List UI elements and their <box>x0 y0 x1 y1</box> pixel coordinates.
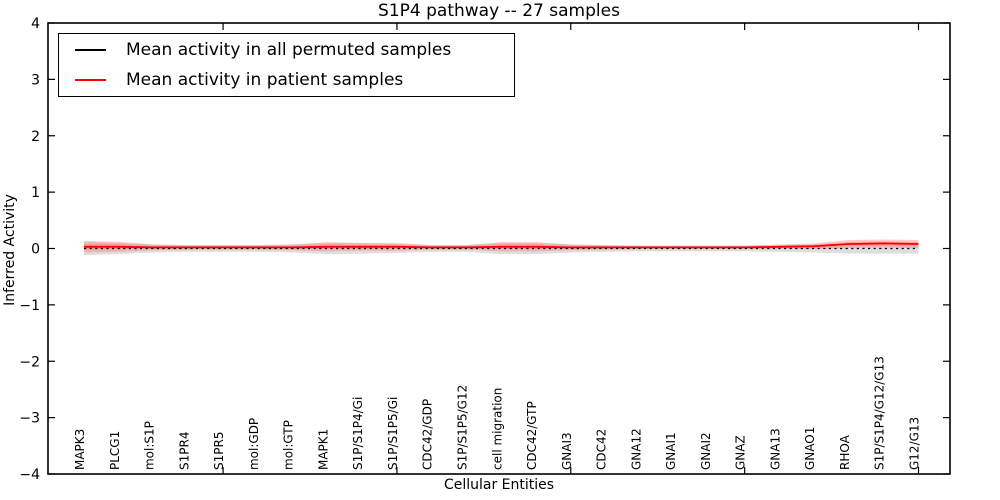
legend-label-permuted: Mean activity in all permuted samples <box>126 40 452 60</box>
category-label: MAPK1 <box>316 429 330 470</box>
y-tick-label: 1 <box>31 185 40 201</box>
category-label: S1P/S1P4/G12/G13 <box>873 356 887 470</box>
category-label: mol:S1P <box>143 421 157 470</box>
y-tick-label: 0 <box>31 242 40 258</box>
y-tick-label: −2 <box>19 354 40 370</box>
patient-line-swatch <box>75 79 106 81</box>
category-label: mol:GDP <box>247 418 261 470</box>
category-label: cell migration <box>490 388 504 470</box>
legend: Mean activity in all permuted samples Me… <box>58 33 515 97</box>
y-tick-label: −4 <box>19 467 40 483</box>
legend-row-patient: Mean activity in patient samples <box>75 68 514 92</box>
chart-title: S1P4 pathway -- 27 samples <box>378 1 620 21</box>
category-label: GNAO1 <box>803 427 817 470</box>
category-label: S1P/S1P4/Gi <box>351 397 365 470</box>
category-label: mol:GTP <box>282 420 296 470</box>
category-label: G12/G13 <box>908 417 922 470</box>
category-label: S1P/S1P5/G12 <box>455 385 469 470</box>
category-label: S1PR4 <box>177 432 191 470</box>
y-tick-label: 3 <box>31 72 40 88</box>
category-label: S1PR5 <box>212 432 226 470</box>
y-axis-title: Inferred Activity <box>2 194 18 306</box>
category-label: GNA13 <box>768 428 782 470</box>
category-label: GNAI1 <box>664 432 678 470</box>
permuted-line-swatch <box>75 49 106 51</box>
y-tick-label: 2 <box>31 129 40 145</box>
x-axis-title: Cellular Entities <box>443 477 555 493</box>
category-label: GNAZ <box>734 435 748 470</box>
patient-mean-line <box>84 242 919 249</box>
category-label: GNAI3 <box>560 432 574 470</box>
permuted-band <box>84 241 919 256</box>
category-label: PLCG1 <box>108 431 122 470</box>
category-label: CDC42 <box>595 429 609 470</box>
y-tick-label: 4 <box>31 16 40 32</box>
legend-label-patient: Mean activity in patient samples <box>126 70 404 90</box>
category-label: GNAI2 <box>699 432 713 470</box>
y-tick-label: −1 <box>19 298 40 314</box>
category-label: S1P/S1P5/Gi <box>386 397 400 470</box>
category-label: CDC42/GDP <box>421 399 435 470</box>
category-label: CDC42/GTP <box>525 401 539 470</box>
category-label: MAPK3 <box>73 429 87 470</box>
y-tick-label: −3 <box>19 411 40 427</box>
category-label: GNA12 <box>629 428 643 470</box>
legend-row-permuted: Mean activity in all permuted samples <box>75 38 514 62</box>
y-axis-title-wrap: Inferred Activity <box>0 0 20 500</box>
category-label: RHOA <box>838 434 852 470</box>
